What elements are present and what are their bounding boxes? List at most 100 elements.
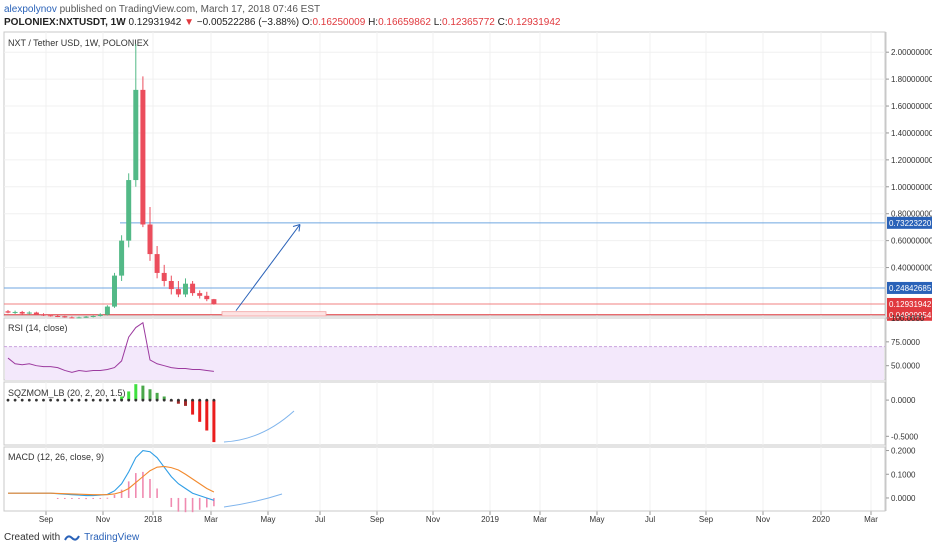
tradingview-logo-icon [64,534,81,541]
candle-body [168,281,174,290]
time-tick-label: Nov [96,515,110,524]
time-tick-label: May [589,515,604,524]
close-value: 0.12931942 [507,17,561,28]
sqz-dot [35,398,38,402]
time-tick-label: 2020 [812,515,830,524]
sqz-bar [141,385,145,401]
time-tick-label: Mar [204,515,218,524]
price-tick-label: 1.00000000 [891,183,932,192]
sqz-dot [70,398,74,402]
time-tick-label: 2019 [481,515,499,524]
sqz-dot [184,398,187,402]
footer: Created with TradingView [4,532,139,543]
price-tick-label: 1.40000000 [891,129,932,138]
candle-body [90,316,96,317]
sqz-bar [162,396,166,401]
time-tick-label: Sep [39,515,54,524]
sqz-dot [56,398,60,402]
chart-title: NXT / Tether USD, 1W, POLONIEX [8,38,149,48]
sqz-dot [13,398,17,402]
author-link[interactable]: alexpolynov [4,4,57,15]
sqz-dot [77,398,81,402]
candle-body [175,289,181,295]
price-tick-label: 0.60000000 [891,237,932,246]
sqz-dot [27,398,31,402]
price-tick-label: 1.80000000 [891,75,932,84]
rsi-line [7,321,214,373]
sqz-dot [127,398,131,402]
projection-arrow [235,224,301,311]
candle-body [119,240,125,276]
price-tick-label: 0.40000000 [891,264,932,273]
level-badge-label: 0.73223220 [889,219,932,228]
candle-body [154,254,160,273]
candle-body [147,224,153,255]
created-with-text: Created with [4,532,61,543]
sqz-dot [49,398,52,402]
candle-body [126,180,132,241]
macd-tick-label: 0.1000 [891,470,916,479]
candle-body [19,311,25,314]
candle-body [204,295,210,300]
time-tick-label: May [260,515,275,524]
pane-frame [3,31,886,317]
ohlc-bar: POLONIEX:NXTUSDT, 1W 0.12931942 ▼ −0.005… [4,17,561,28]
time-tick-label: Mar [864,515,878,524]
macd-histogram-bar [149,479,151,498]
sqz-dot [91,398,95,402]
sqz-bar [134,384,138,401]
candle-body [104,306,110,315]
level-badge [887,297,932,310]
macd-histogram-bar [106,497,109,499]
sqz-dot [141,398,145,402]
macd-histogram-bar [135,473,137,498]
price-tick-label: 2.00000000 [891,48,932,57]
candle-body [190,283,196,294]
low-value: 0.12365772 [442,17,495,28]
macd-histogram-bar [71,497,73,499]
sqz-tick-label: -0.5000 [891,432,919,441]
macd-title: MACD (12, 26, close, 9) [8,452,104,462]
sqz-dot [155,398,159,402]
sqz-dot [84,398,88,402]
macd-histogram-bar [198,497,201,510]
macd-histogram-bar [120,489,123,498]
price-tick-label: 1.60000000 [891,102,932,111]
macd-histogram-bar [113,494,116,498]
rsi-tick-label: 50.0000 [891,362,920,371]
level-badge-label: 0.12931942 [889,300,932,309]
level-badge [887,308,932,321]
sqz-bar [148,389,152,401]
sqz-dot [191,398,195,402]
price-tick-label: 0.80000000 [891,210,932,219]
macd-histogram-bar [127,481,130,498]
level-badge [887,281,932,294]
macd-tick-label: 0.0000 [891,494,916,503]
candle-body [48,315,54,317]
macd-histogram-bar [206,497,208,508]
candle-body [197,293,203,296]
tradingview-brand[interactable]: TradingView [84,532,140,543]
candle-body [76,317,82,319]
sqz-tick-label: 0.0000 [891,396,916,405]
pane-frame [3,381,886,446]
signal-line [8,465,215,496]
level-badge [887,216,932,229]
time-tick-label: 2018 [144,515,162,524]
time-tick-label: Mar [533,515,547,524]
sqz-dot [177,398,180,402]
publish-info: alexpolynov published on TradingView.com… [4,4,320,15]
macd-histogram-bar [177,497,180,512]
last-price: 0.12931942 [128,17,182,28]
macd-histogram-bar [156,488,158,498]
sqz-bar [120,396,124,401]
open-label: O: [301,17,313,28]
price-change: −0.00522286 (−3.88%) [196,17,300,28]
macd-histogram-bar [56,497,59,499]
macd-histogram-bar [142,471,144,498]
candle-body [133,89,139,181]
level-badge-label: 0.04900054 [889,311,932,320]
sqz-bar [212,400,216,443]
sqz-projection-arrow [223,410,295,443]
